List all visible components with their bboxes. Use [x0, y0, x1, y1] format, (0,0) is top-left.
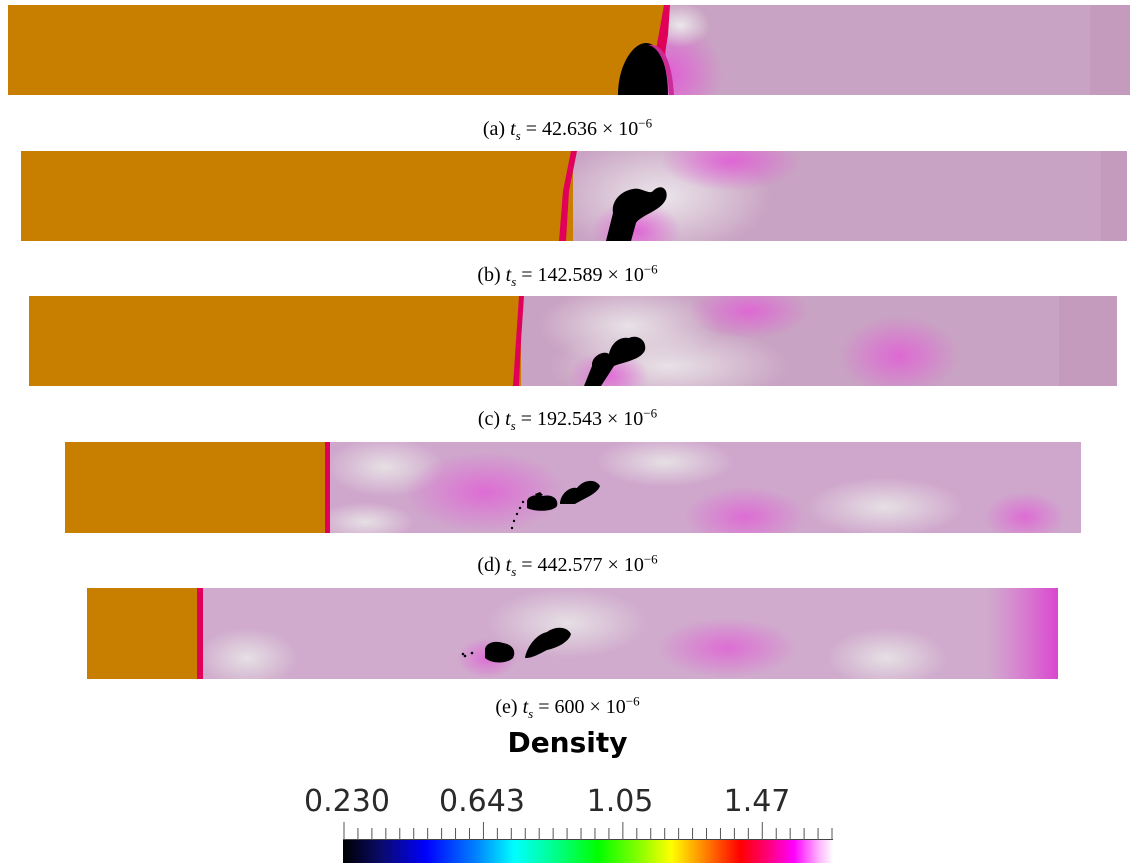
density-field-d — [65, 442, 1081, 533]
caption-c: (c) ts = 192.543 × 10−6 — [477, 405, 658, 433]
density-field-a — [8, 5, 1130, 95]
colorbar-tick-label: 0.230 — [304, 784, 390, 819]
density-field-b — [21, 151, 1127, 241]
density-panel-c — [29, 296, 1117, 386]
density-panel-b — [21, 151, 1127, 241]
colorbar-title: Density — [507, 726, 628, 759]
colorbar-ticks — [343, 822, 833, 840]
caption-a: (a) ts = 42.636 × 10−6 — [482, 115, 653, 143]
density-panel-a — [8, 5, 1130, 95]
caption-d: (d) ts = 442.577 × 10−6 — [477, 551, 658, 579]
density-field-e — [87, 588, 1058, 679]
caption-b: (b) ts = 142.589 × 10−6 — [477, 261, 658, 289]
colorbar-gradient — [343, 840, 833, 863]
colorbar-tick-label: 1.05 — [586, 784, 654, 819]
density-panel-e — [87, 588, 1058, 679]
density-field-c — [29, 296, 1117, 386]
colorbar-tick-label: 0.643 — [439, 784, 525, 819]
colorbar-tick-label: 1.47 — [723, 784, 791, 819]
caption-e: (e) ts = 600 × 10−6 — [495, 693, 640, 721]
density-panel-d — [65, 442, 1081, 533]
